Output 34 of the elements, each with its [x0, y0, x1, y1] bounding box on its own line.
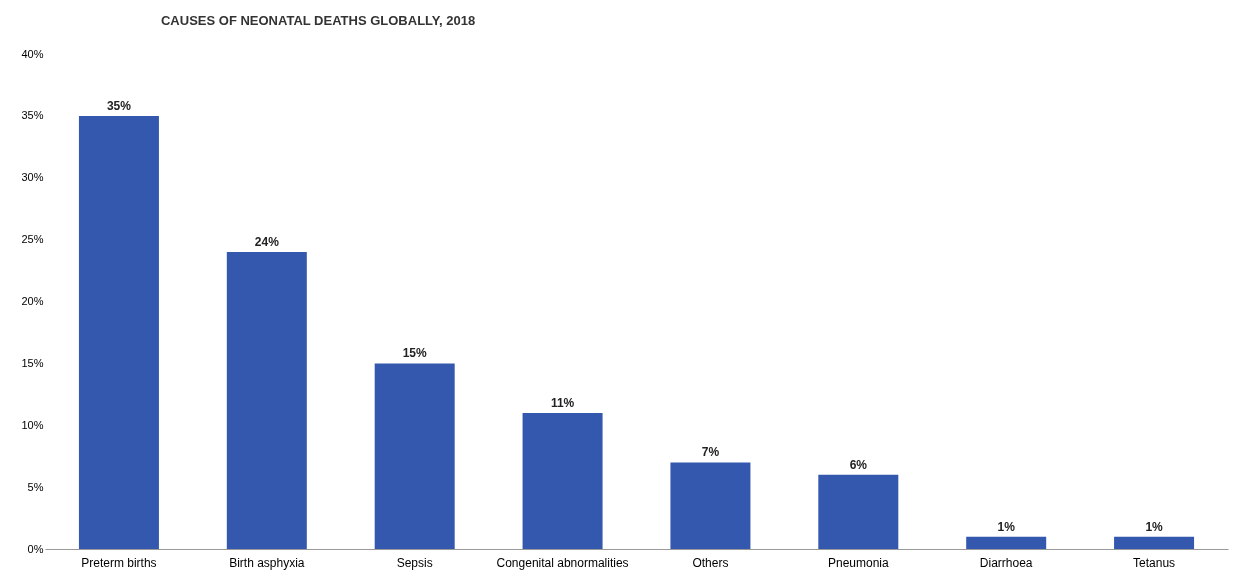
y-tick-label: 10%	[21, 418, 44, 431]
data-label: 11%	[550, 395, 575, 410]
y-tick-label: 15%	[21, 356, 44, 369]
data-label: 15%	[402, 346, 428, 361]
bar	[818, 474, 899, 549]
bar	[226, 252, 307, 549]
data-label: 24%	[254, 235, 280, 249]
data-label: 6%	[849, 457, 868, 472]
x-tick-label: Birth asphyxia	[229, 555, 305, 570]
bar	[1114, 536, 1195, 549]
y-tick-label: 5%	[27, 480, 44, 493]
y-tick-label: 20%	[21, 295, 44, 307]
data-label: 7%	[701, 445, 720, 460]
y-tick-label: 30%	[21, 171, 44, 184]
y-tick-label: 25%	[21, 233, 44, 246]
bar	[374, 363, 455, 549]
data-label: 1%	[1145, 519, 1164, 534]
x-tick-label: Tetanus	[1133, 555, 1176, 570]
bar	[966, 536, 1047, 549]
x-tick-label: Congenital abnormalities	[496, 555, 629, 570]
data-label: 35%	[106, 98, 132, 113]
x-tick-label: Sepsis	[396, 555, 433, 570]
bar	[522, 412, 603, 549]
data-label: 1%	[997, 519, 1016, 534]
x-tick-label: Preterm births	[81, 555, 157, 570]
y-tick-label: 0%	[27, 542, 44, 555]
x-tick-label: Others	[692, 555, 729, 570]
x-tick-label: Diarrhoea	[979, 555, 1033, 570]
y-tick-label: 35%	[21, 109, 44, 122]
x-tick-label: Pneumonia	[827, 555, 889, 570]
bar	[670, 462, 751, 549]
chart-title: CAUSES OF NEONATAL DEATHS GLOBALLY, 2018	[160, 13, 476, 28]
y-tick-label: 40%	[21, 47, 44, 60]
bar	[78, 115, 159, 549]
